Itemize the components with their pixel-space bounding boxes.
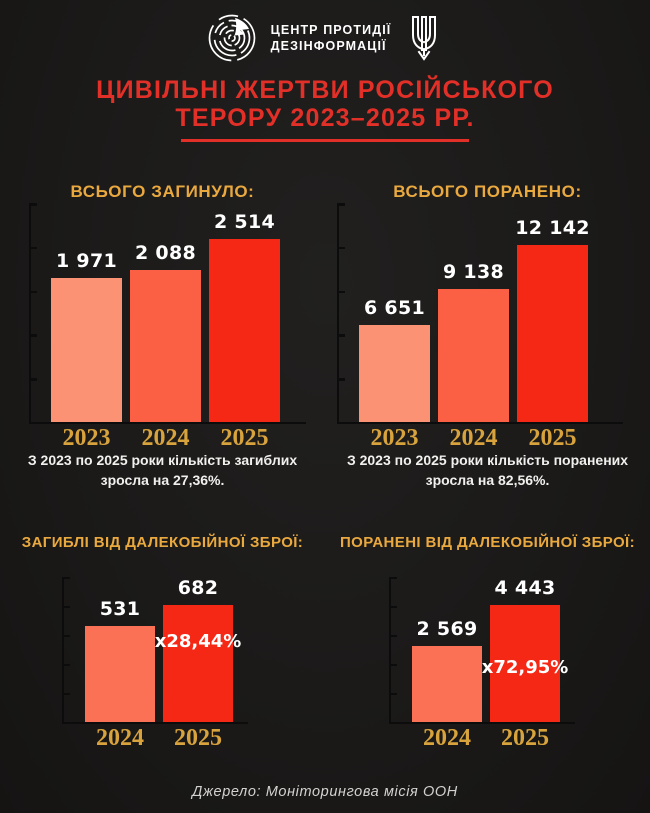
bar-year-label: 2023 [370, 425, 419, 451]
bar-year-label: 2023 [62, 425, 111, 451]
bar-value-label: 2 569 [416, 617, 478, 640]
bar-group-2024: 531 2024 [85, 577, 155, 750]
bar: х28,44% [155, 604, 241, 722]
bar [359, 324, 430, 422]
axis-tick [30, 290, 37, 294]
bar-plot-total-killed: 1 971 2023 2 088 2024 2 514 2025 [29, 203, 306, 450]
bars-group: 6 651 2023 9 138 2024 12 142 2025 [339, 203, 623, 450]
bar-year-label: 2025 [174, 724, 222, 751]
bar: х72,95% [482, 604, 568, 722]
bar-value-label: 531 [99, 597, 141, 620]
bar-value-label: 1 971 [56, 250, 117, 273]
bar-value-label: 12 142 [515, 216, 590, 239]
axis-tick [390, 663, 397, 667]
bar-group-2024: 9 138 2024 [438, 203, 509, 450]
footer: Джерело: Моніторингова місія ООН [0, 784, 650, 800]
axis-tick [390, 576, 397, 580]
bar-group-2023: 6 651 2023 [359, 203, 430, 450]
bar-group-2025: 12 142 2025 [515, 203, 590, 450]
bar-value-label: 4 443 [494, 576, 556, 599]
bar [85, 625, 155, 722]
axis-tick [30, 203, 37, 206]
bar [209, 238, 280, 422]
page-title: ЦИВІЛЬНІ ЖЕРТВИ РОСІЙСЬКОГО ТЕРОРУ 2023–… [0, 76, 650, 142]
source-credit: Джерело: Моніторингова місія ООН [192, 784, 458, 800]
bar-value-label: 2 088 [135, 241, 196, 264]
chart-title: ВСЬОГО ПОРАНЕНО: [393, 182, 582, 201]
axis-tick [338, 334, 345, 337]
bar-year-label: 2025 [501, 724, 549, 751]
axis-tick [30, 334, 37, 337]
bar-year-label: 2025 [220, 425, 269, 451]
bars-group: 531 2024 682 х28,44% 2025 [64, 576, 248, 750]
org-name: ЦЕНТР ПРОТИДІЇ ДЕЗІНФОРМАЦІЇ [271, 22, 392, 55]
axis-tick [63, 576, 70, 580]
org-name-line1: ЦЕНТР ПРОТИДІЇ [270, 22, 392, 37]
chart-killed-long-range: ЗАГИБЛІ ВІД ДАЛЕКОБІЙНОЇ ЗБРОЇ: 531 2024 6… [0, 533, 325, 750]
bar-group-2024: 2 088 2024 [130, 203, 201, 450]
chart-wounded-long-range: ПОРАНЕНІ ВІД ДАЛЕКОБІЙНОЇ ЗБРОЇ: 2 569 20… [325, 533, 650, 750]
bar-value-label: 2 514 [214, 210, 275, 233]
bar-year-label: 2025 [528, 425, 577, 451]
axis-tick [390, 634, 397, 638]
bar-year-label: 2024 [141, 425, 190, 451]
charts-row-long-range: ЗАГИБЛІ ВІД ДАЛЕКОБІЙНОЇ ЗБРОЇ: 531 2024 6… [0, 533, 650, 750]
axis-tick [338, 246, 345, 250]
bars-group: 2 569 2024 4 443 х72,95% 2025 [391, 576, 575, 750]
bar-group-2025: 2 514 2025 [209, 203, 280, 450]
bar-value-label: 6 651 [364, 296, 425, 319]
bar-plot-total-wounded: 6 651 2023 9 138 2024 12 142 2025 [337, 203, 623, 450]
bar [412, 645, 482, 722]
bar-group-2024: 2 569 2024 [412, 577, 482, 750]
chart-total-killed: ВСЬОГО ЗАГИНУЛО: 1 971 2023 2 088 2024 2 514… [0, 182, 325, 491]
bar [438, 288, 509, 422]
bar-plot-killed-long-range: 531 2024 682 х28,44% 2025 [62, 576, 248, 750]
axis-tick [338, 378, 345, 381]
bars-group: 1 971 2023 2 088 2024 2 514 2025 [31, 203, 306, 450]
chart-note: З 2023 по 2025 роки кількість загиблих з… [27, 452, 298, 488]
axis-tick [30, 246, 37, 250]
bar-group-2025: 682 х28,44% 2025 [155, 576, 242, 750]
bar-group-2025: 4 443 х72,95% 2025 [482, 576, 569, 750]
ukraine-trident-icon [404, 14, 444, 62]
chart-total-wounded: ВСЬОГО ПОРАНЕНО: 6 651 2023 9 138 2024 12 14… [325, 182, 650, 491]
page-title-line2: ТЕРОРУ 2023–2025 РР. [175, 103, 475, 132]
charts-row-totals: ВСЬОГО ЗАГИНУЛО: 1 971 2023 2 088 2024 2 514… [0, 182, 650, 491]
axis-tick [63, 634, 70, 638]
bar [130, 269, 201, 422]
bar-year-label: 2024 [449, 425, 498, 451]
org-name-line2: ДЕЗІНФОРМАЦІЇ [270, 39, 387, 53]
axis-tick [338, 290, 345, 294]
axis-tick [63, 605, 70, 609]
axis-tick [63, 663, 70, 667]
bar-value-label: 682 [177, 576, 219, 599]
axis-tick [63, 692, 70, 696]
bar [51, 278, 122, 422]
growth-badge: х72,95% [481, 656, 569, 678]
bar [517, 244, 588, 422]
header: ЦЕНТР ПРОТИДІЇ ДЕЗІНФОРМАЦІЇ [0, 0, 650, 64]
bar-year-label: 2024 [96, 724, 144, 751]
bar-plot-wounded-long-range: 2 569 2024 4 443 х72,95% 2025 [389, 576, 575, 750]
chart-title: ВСЬОГО ЗАГИНУЛО: [70, 182, 255, 201]
bar-group-2023: 1 971 2023 [51, 203, 122, 450]
title-underline [181, 139, 469, 142]
axis-tick [390, 692, 397, 696]
axis-tick [390, 605, 397, 609]
chart-title: ПОРАНЕНІ ВІД ДАЛЕКОБІЙНОЇ ЗБРОЇ: [339, 533, 635, 551]
growth-badge: х28,44% [154, 630, 242, 652]
cpd-maze-falcon-logo-icon [206, 12, 258, 64]
bar-value-label: 9 138 [443, 260, 504, 283]
bar-year-label: 2024 [423, 724, 471, 751]
page-title-line1: ЦИВІЛЬНІ ЖЕРТВИ РОСІЙСЬКОГО [96, 76, 554, 104]
axis-tick [30, 378, 37, 381]
chart-note: З 2023 по 2025 роки кількість поранених … [346, 452, 629, 488]
axis-tick [338, 203, 345, 206]
chart-title: ЗАГИБЛІ ВІД ДАЛЕКОБІЙНОЇ ЗБРОЇ: [21, 533, 304, 551]
